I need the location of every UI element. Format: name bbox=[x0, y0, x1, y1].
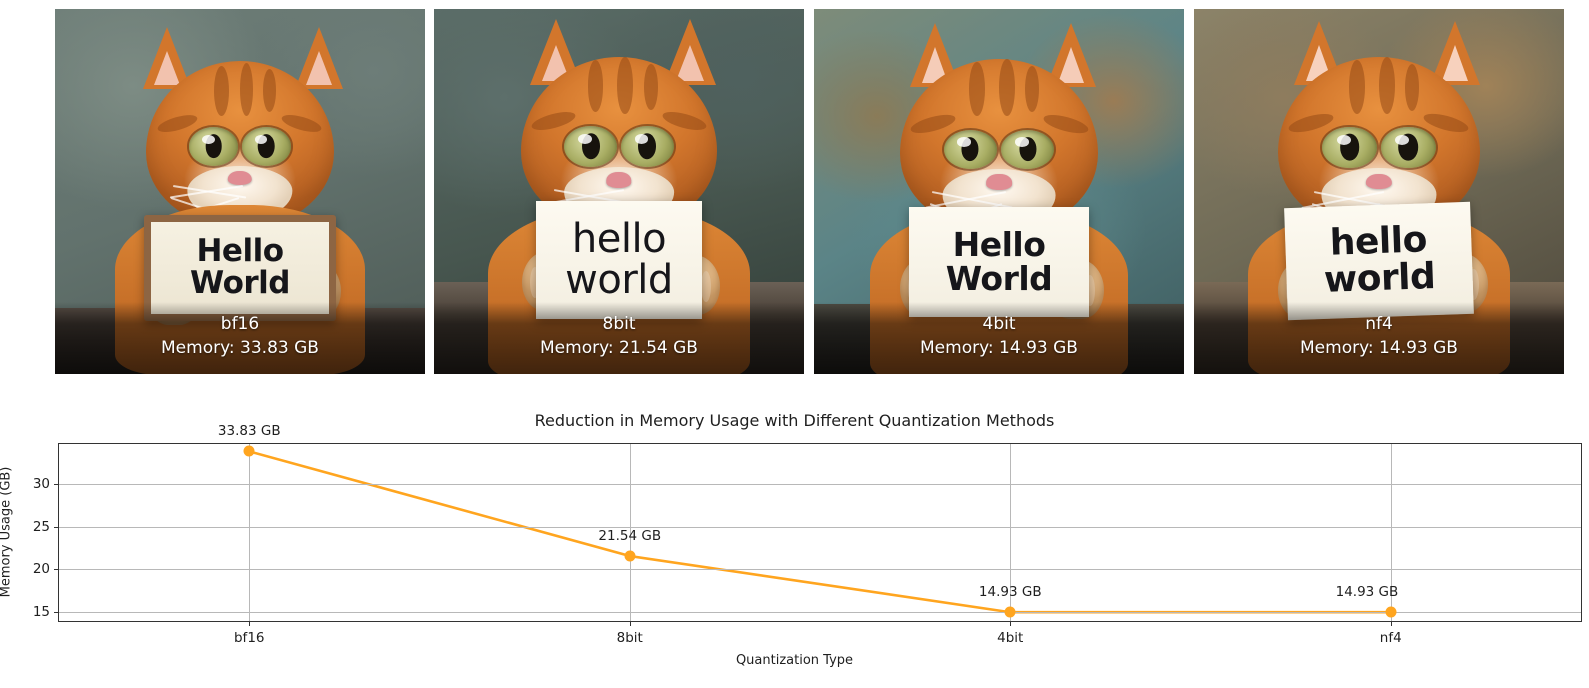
sign-line-2: world bbox=[565, 257, 673, 303]
data-point-8bit[interactable] bbox=[624, 550, 636, 562]
cat-eye-right bbox=[1381, 126, 1436, 169]
image-panel-bf16[interactable]: Hello World bf16 Memory: 33.83 GB bbox=[55, 9, 425, 374]
sign-line-2: world bbox=[1323, 256, 1436, 301]
caption-label: 4bit bbox=[982, 314, 1016, 334]
caption-label: 8bit bbox=[602, 314, 636, 334]
cat-ear-right bbox=[1046, 23, 1096, 87]
y-tick-label-25: 25 bbox=[32, 518, 50, 535]
cat-nose bbox=[606, 172, 632, 188]
cat-ear-right bbox=[1430, 21, 1480, 85]
x-tick-label-bf16: bf16 bbox=[233, 630, 265, 646]
cat-ear-right bbox=[295, 27, 343, 89]
data-label-8bit: 21.54 GB bbox=[598, 527, 662, 544]
image-panel-nf4[interactable]: hello world nf4 Memory: 14.93 GB bbox=[1194, 9, 1564, 374]
grid-line-vertical bbox=[1010, 444, 1012, 621]
cat-nose bbox=[227, 170, 253, 186]
y-tick-label-30: 30 bbox=[32, 475, 50, 492]
cat-eye-left bbox=[189, 127, 239, 166]
cat-ear-left bbox=[530, 19, 582, 85]
cat-nose bbox=[1365, 173, 1393, 190]
cat-nose bbox=[986, 174, 1012, 190]
panel-caption-nf4: nf4 Memory: 14.93 GB bbox=[1194, 302, 1564, 374]
x-tick-mark bbox=[1390, 621, 1392, 626]
x-axis-label: Quantization Type bbox=[735, 653, 854, 668]
x-tick-label-8bit: 8bit bbox=[616, 630, 643, 646]
quantization-image-gallery: Hello World bf16 Memory: 33.83 GB bbox=[55, 9, 1564, 374]
cat-eye-left bbox=[1322, 126, 1377, 169]
cat-eye-left bbox=[943, 129, 997, 170]
y-tick-label-20: 20 bbox=[32, 561, 50, 578]
cat-head bbox=[1278, 57, 1480, 231]
grid-line-vertical bbox=[1390, 444, 1392, 621]
sign-line-2: World bbox=[190, 265, 291, 301]
y-tick-mark bbox=[54, 483, 59, 485]
memory-usage-chart: Reduction in Memory Usage with Different… bbox=[0, 384, 1589, 688]
caption-label: bf16 bbox=[220, 314, 260, 334]
cat-eye-right bbox=[620, 125, 674, 168]
x-tick-label-4bit: 4bit bbox=[997, 630, 1024, 646]
x-tick-mark bbox=[1010, 621, 1012, 626]
sign-line-1: Hello bbox=[952, 225, 1046, 265]
data-point-bf16[interactable] bbox=[243, 445, 255, 457]
grid-line-horizontal bbox=[59, 569, 1581, 571]
cat-sign: Hello World bbox=[909, 207, 1089, 317]
y-tick-label-15: 15 bbox=[32, 603, 50, 620]
cat-eye-right bbox=[1000, 129, 1055, 170]
caption-label: nf4 bbox=[1365, 314, 1393, 334]
cat-sign: hello world bbox=[536, 201, 702, 319]
series-polyline bbox=[247, 450, 1393, 614]
x-tick-label-nf4: nf4 bbox=[1379, 630, 1402, 646]
caption-memory: Memory: 33.83 GB bbox=[161, 338, 319, 358]
data-label-bf16: 33.83 GB bbox=[217, 423, 281, 440]
image-panel-4bit[interactable]: Hello World 4bit Memory: 14.93 GB bbox=[814, 9, 1184, 374]
grid-line-horizontal bbox=[59, 526, 1581, 528]
chart-title: Reduction in Memory Usage with Different… bbox=[534, 411, 1055, 430]
grid-line-vertical bbox=[249, 444, 251, 621]
sign-line-2: World bbox=[945, 259, 1053, 298]
panel-caption-bf16: bf16 Memory: 33.83 GB bbox=[55, 302, 425, 374]
y-tick-mark bbox=[54, 526, 59, 528]
y-axis-label: Memory Usage (GB) bbox=[0, 466, 14, 598]
data-point-nf4[interactable] bbox=[1385, 606, 1397, 618]
sign-line-1: hello bbox=[571, 216, 667, 263]
caption-memory: Memory: 21.54 GB bbox=[540, 338, 698, 358]
cat-eye-right bbox=[241, 127, 291, 166]
data-point-4bit[interactable] bbox=[1004, 606, 1016, 618]
y-tick-mark bbox=[54, 611, 59, 613]
grid-line-horizontal bbox=[59, 483, 1581, 485]
plot-area: 15 20 25 30 bf16 8bit 4bit nf4 33.83 GB 21.54 GB 1… bbox=[33, 423, 1582, 646]
x-tick-mark bbox=[629, 621, 631, 626]
x-tick-mark bbox=[249, 621, 251, 626]
y-tick-mark bbox=[54, 569, 59, 571]
cat-eye-left bbox=[564, 125, 618, 168]
caption-memory: Memory: 14.93 GB bbox=[920, 338, 1078, 358]
data-label-nf4: 14.93 GB bbox=[1335, 584, 1399, 601]
sign-line-1: Hello bbox=[196, 233, 284, 270]
data-label-4bit: 14.93 GB bbox=[978, 584, 1042, 601]
panel-caption-4bit: 4bit Memory: 14.93 GB bbox=[814, 302, 1184, 374]
grid-line-vertical bbox=[629, 444, 631, 621]
caption-memory: Memory: 14.93 GB bbox=[1300, 338, 1458, 358]
grid-line-horizontal bbox=[59, 611, 1581, 613]
image-panel-8bit[interactable]: hello world 8bit Memory: 21.54 GB bbox=[434, 9, 804, 374]
panel-caption-8bit: 8bit Memory: 21.54 GB bbox=[434, 302, 804, 374]
